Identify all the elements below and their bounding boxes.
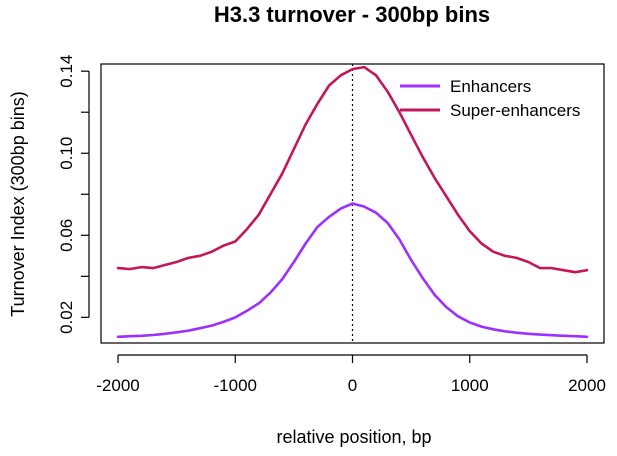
x-tick-label: -2000 <box>96 376 139 395</box>
legend-label-enhancers: Enhancers <box>450 77 531 96</box>
y-axis: 0.02 0.06 0.10 0.14 <box>57 55 90 334</box>
x-tick-label: -1000 <box>214 376 257 395</box>
x-axis: -2000 -1000 0 1000 2000 <box>96 354 606 395</box>
x-axis-label: relative position, bp <box>276 427 431 447</box>
y-tick-label: 0.02 <box>57 301 76 334</box>
chart-title: H3.3 turnover - 300bp bins <box>214 2 490 27</box>
series-line-super-enhancers <box>116 65 589 274</box>
plot-area <box>116 64 589 343</box>
series-line-enhancers <box>116 202 589 339</box>
y-tick-label: 0.06 <box>57 219 76 252</box>
legend-label-super-enhancers: Super-enhancers <box>450 101 580 120</box>
y-tick-label: 0.14 <box>57 55 76 88</box>
legend: Enhancers Super-enhancers <box>400 77 580 120</box>
x-tick-label: 0 <box>348 376 357 395</box>
y-tick-label: 0.10 <box>57 137 76 170</box>
x-tick-label: 1000 <box>451 376 489 395</box>
y-axis-label: Turnover Index (300bp bins) <box>8 91 28 316</box>
x-tick-label: 2000 <box>568 376 606 395</box>
